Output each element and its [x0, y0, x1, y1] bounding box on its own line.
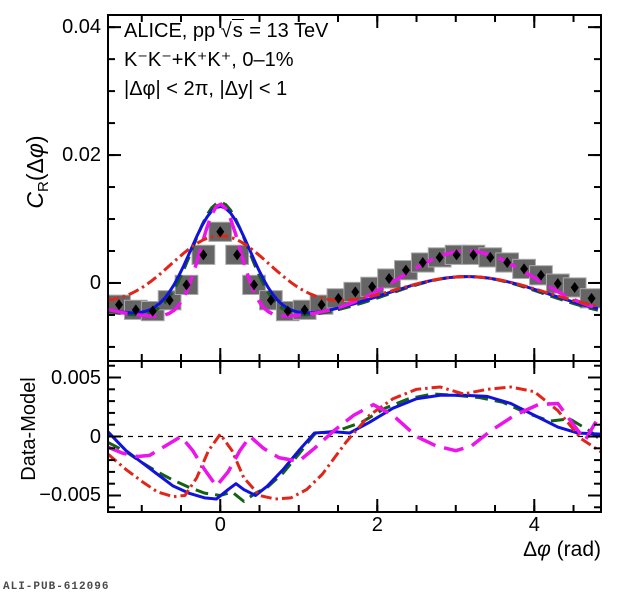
data-point-diamond	[401, 264, 410, 276]
data-point-diamond	[250, 279, 259, 291]
data-point-diamond	[317, 299, 326, 311]
data-point-diamond	[587, 292, 596, 304]
annotation-block: ALICE, pp √s = 13 TeV K⁻K⁻+K⁺K⁺, 0–1% |Δ…	[124, 17, 328, 104]
residual-blue-solid	[108, 393, 601, 501]
data-point-diamond	[486, 251, 495, 263]
axes-frame-residual	[107, 360, 602, 513]
y-title-phi: φ	[22, 143, 48, 159]
residual-green-dashed	[108, 392, 601, 503]
y-axis-title-residual: Data-Model	[18, 377, 40, 481]
annotation-line-pair: K⁻K⁻+K⁺K⁺, 0–1%	[124, 49, 294, 71]
data-point-diamond	[216, 226, 225, 238]
data-point-diamond	[283, 305, 292, 317]
data-point-diamond	[131, 304, 140, 316]
y-title-close: )	[22, 135, 48, 144]
sqrt-icon: √	[220, 20, 232, 42]
data-point-diamond	[165, 294, 174, 306]
data-point-diamond	[368, 281, 377, 293]
y-axis-title-main: CR(Δφ)	[19, 67, 52, 277]
data-point-diamond	[334, 292, 343, 304]
data-point-diamond	[536, 269, 545, 281]
data-point-diamond	[435, 251, 444, 263]
data-points	[114, 226, 596, 317]
data-point-diamond	[469, 249, 478, 261]
panel-residual	[108, 385, 601, 503]
data-point-diamond	[182, 279, 191, 291]
y-title-open: (Δ	[22, 158, 48, 182]
data-point-diamond	[266, 294, 275, 306]
panel-main	[108, 200, 601, 322]
data-point-diamond	[553, 278, 562, 290]
data-point-diamond	[233, 249, 242, 261]
x-title-units: (rad)	[550, 538, 601, 561]
data-point-diamond	[385, 272, 394, 284]
x-title-delta: Δ	[523, 538, 538, 561]
data-point-diamond	[418, 257, 427, 269]
data-point-diamond	[520, 263, 529, 275]
annotation-line-collision: ALICE, pp √s = 13 TeV	[124, 17, 328, 46]
data-point-diamond	[199, 249, 208, 261]
sqrt-argument: s	[231, 19, 244, 42]
data-point-diamond	[148, 305, 157, 317]
annotation-line-range: |Δφ| < 2π, |Δy| < 1	[124, 78, 288, 100]
figure-id-label: ALI-PUB-612096	[3, 581, 110, 593]
annotation-alice-prefix: ALICE, pp	[124, 20, 221, 42]
x-axis-title: Δφ (rad)	[400, 538, 601, 562]
data-point-diamond	[300, 304, 309, 316]
residual-magenta-longdash	[108, 401, 601, 488]
y-title-C: C	[22, 191, 48, 209]
y-title-sub-R: R	[35, 181, 52, 192]
data-point-diamond	[503, 257, 512, 269]
annotation-energy: = 13 TeV	[243, 20, 329, 42]
data-point-diamond	[114, 299, 123, 311]
fit-red-dashdot	[108, 234, 599, 308]
data-point-diamond	[351, 286, 360, 298]
data-point-diamond	[452, 249, 461, 261]
data-point-diamond	[570, 281, 579, 293]
x-title-phi: φ	[537, 538, 551, 561]
residual-red-dashdot	[108, 385, 601, 501]
